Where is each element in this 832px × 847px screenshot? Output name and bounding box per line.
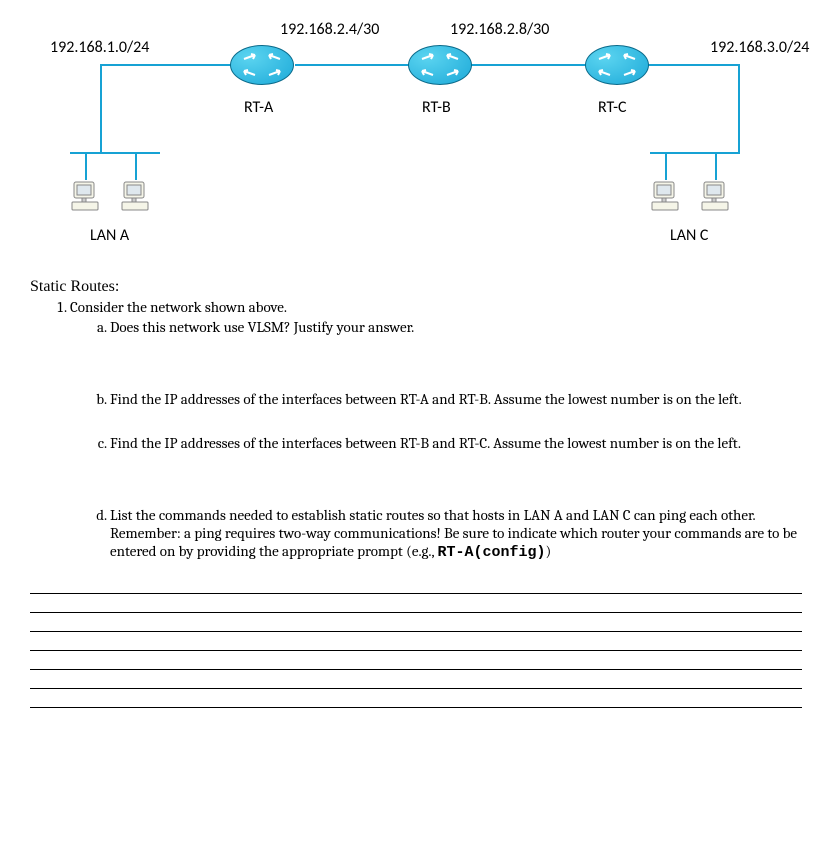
lan-c-label: LAN C — [670, 226, 708, 245]
answer-line — [30, 613, 802, 632]
subnet-left-label: 192.168.1.0/24 — [50, 38, 149, 57]
lana-pc1-drop — [85, 152, 87, 180]
lanc-pc2-drop — [715, 152, 717, 180]
answer-line — [30, 651, 802, 670]
router-b-icon — [408, 45, 472, 85]
question-1b: Find the IP addresses of the interfaces … — [110, 390, 802, 408]
q1d-code: RT-A(config) — [437, 544, 545, 561]
router-c-label: RT-C — [598, 98, 627, 117]
pc-icon — [120, 180, 150, 216]
q1a-text: Does this network use VLSM? Justify your… — [110, 318, 414, 336]
lan-a-label: LAN A — [90, 226, 129, 245]
router-c-icon — [585, 45, 649, 85]
answer-line — [30, 575, 802, 594]
questions-section: Static Routes: Consider the network show… — [30, 278, 802, 708]
question-1d: List the commands needed to establish st… — [110, 506, 802, 561]
subnet-ab-label: 192.168.2.4/30 — [280, 20, 379, 39]
question-1: Consider the network shown above. Does t… — [70, 298, 802, 561]
link-rtc-lanc — [645, 64, 740, 66]
answer-line — [30, 689, 802, 708]
pc-icon — [650, 180, 680, 216]
pc-icon — [700, 180, 730, 216]
link-rtb-rtc — [470, 64, 590, 66]
link-rta-rtb — [295, 64, 415, 66]
router-a-label: RT-A — [244, 98, 273, 117]
lana-drop — [100, 64, 102, 154]
q1d-text-2: ) — [545, 542, 551, 560]
q1-text: Consider the network shown above. — [70, 298, 287, 316]
answer-line — [30, 594, 802, 613]
q1b-text: Find the IP addresses of the interfaces … — [110, 390, 742, 408]
subnet-bc-label: 192.168.2.8/30 — [450, 20, 549, 39]
subnet-right-label: 192.168.3.0/24 — [710, 38, 809, 57]
lana-pc2-drop — [135, 152, 137, 180]
lanc-drop — [738, 64, 740, 154]
answer-line — [30, 670, 802, 689]
section-heading: Static Routes: — [30, 278, 802, 296]
q1c-text: Find the IP addresses of the interfaces … — [110, 434, 741, 452]
router-b-label: RT-B — [422, 98, 451, 117]
answer-lines — [30, 575, 802, 708]
lanc-bus — [650, 152, 740, 154]
question-1a: Does this network use VLSM? Justify your… — [110, 318, 802, 336]
answer-line — [30, 632, 802, 651]
pc-icon — [70, 180, 100, 216]
link-lana-rta — [100, 64, 240, 66]
network-diagram: 192.168.1.0/24 192.168.2.4/30 192.168.2.… — [30, 20, 802, 260]
router-a-icon — [230, 45, 294, 85]
lana-bus — [70, 152, 160, 154]
question-1c: Find the IP addresses of the interfaces … — [110, 434, 802, 452]
lanc-pc1-drop — [665, 152, 667, 180]
